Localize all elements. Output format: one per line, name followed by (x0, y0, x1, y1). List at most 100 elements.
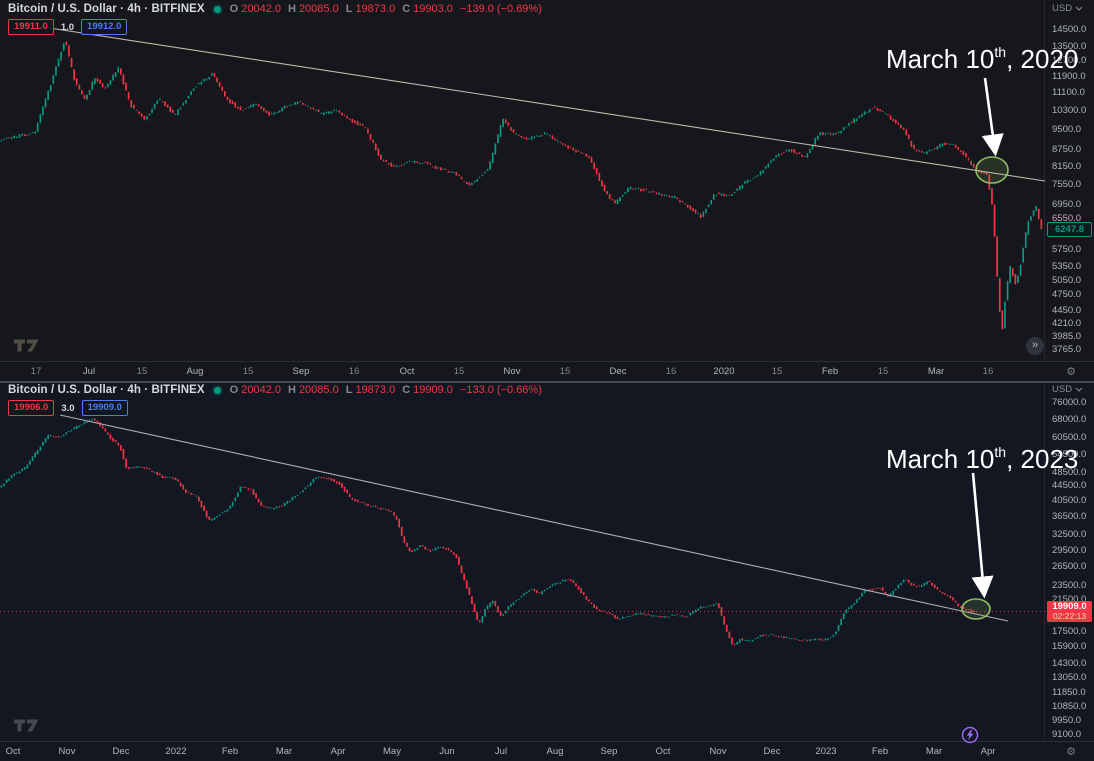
close-value: 19903.0 (413, 3, 453, 15)
time-tick-label: Mar (927, 366, 945, 377)
change-value: −139.0 (−0.69%) (459, 3, 542, 15)
symbol-title[interactable]: Bitcoin / U.S. Dollar · 4h · BITFINEX (8, 384, 205, 396)
price-tick-label: 5050.0 (1052, 274, 1082, 286)
time-tick-label: Aug (546, 746, 564, 757)
close-value: 19909.0 (413, 384, 453, 396)
symbol-title[interactable]: Bitcoin / U.S. Dollar · 4h · BITFINEX (8, 3, 205, 15)
market-open-icon[interactable] (213, 5, 221, 13)
price-tick-label: 6950.0 (1052, 198, 1082, 210)
price-tick-label: 9500.0 (1052, 124, 1082, 136)
price-tick-label: 7550.0 (1052, 178, 1082, 190)
drawing-price-label-high[interactable]: 19912.0 (81, 19, 128, 35)
low-label: L (345, 3, 353, 15)
time-tick-label: Dec (112, 746, 130, 757)
drawing-price-label-low[interactable]: 19906.0 (8, 400, 55, 416)
price-tick-label: 8750.0 (1052, 143, 1082, 155)
time-tick-label: Apr (330, 746, 346, 757)
bar-countdown: 02:22:13 (1052, 610, 1087, 621)
time-tick-label: 16 (348, 366, 360, 377)
time-tick-label: Nov (709, 746, 727, 757)
annotation-march-10-2023: March 10th, 2023 (886, 444, 1079, 474)
time-tick-label: Nov (503, 366, 521, 377)
time-tick-label: 16 (982, 366, 994, 377)
price-tick-label: 3985.0 (1052, 330, 1082, 342)
change-value: −133.0 (−0.66%) (459, 384, 542, 396)
high-label: H (287, 384, 296, 396)
time-tick-label: Mar (925, 746, 943, 757)
price-tick-label: 5750.0 (1052, 243, 1082, 255)
settings-gear-icon[interactable]: ⚙ (1066, 366, 1076, 378)
price-tick-label: 4750.0 (1052, 289, 1082, 301)
price-tick-label: 68000.0 (1052, 413, 1087, 425)
time-tick-label: 15 (559, 366, 571, 377)
time-tick-label: 2022 (165, 746, 187, 757)
price-axis[interactable]: USD 76000.0 68000.0 60500.0 54500.0 48500.0 4… (1044, 381, 1094, 742)
chevron-down-icon (1075, 6, 1083, 11)
time-tick-label: Dec (609, 366, 627, 377)
time-tick-label: Feb (821, 366, 839, 377)
low-value: 19873.0 (355, 3, 396, 15)
drawing-price-label-high[interactable]: 19909.0 (81, 400, 128, 416)
time-tick-label: 17 (30, 366, 42, 377)
time-tick-label: 15 (771, 366, 783, 377)
chevron-down-icon (1075, 387, 1083, 392)
price-tick-label: 14500.0 (1052, 23, 1087, 35)
lightning-event-icon[interactable] (961, 726, 979, 749)
price-tick-label: 9950.0 (1052, 714, 1082, 726)
high-value: 20085.0 (298, 384, 339, 396)
currency-selector[interactable]: USD (1052, 3, 1083, 14)
drawing-price-label-low[interactable]: 19911.0 (8, 19, 54, 35)
high-value: 20085.0 (298, 3, 339, 15)
price-tick-label: 36500.0 (1052, 511, 1087, 523)
currency-label: USD (1052, 3, 1073, 14)
currency-selector[interactable]: USD (1052, 384, 1083, 395)
market-open-icon[interactable] (213, 386, 221, 394)
panel-divider[interactable] (0, 381, 1094, 383)
low-label: L (345, 384, 353, 396)
price-tick-label: 14300.0 (1052, 657, 1087, 669)
low-value: 19873.0 (355, 384, 396, 396)
settings-gear-icon[interactable]: ⚙ (1066, 746, 1076, 758)
time-tick-label: 15 (453, 366, 465, 377)
open-value: 20042.0 (241, 3, 281, 15)
tradingview-logo[interactable] (14, 718, 40, 738)
tradingview-logo[interactable] (14, 338, 40, 358)
time-tick-label: Oct (399, 366, 415, 377)
high-label: H (287, 3, 296, 15)
time-tick-label: Jun (439, 746, 455, 757)
time-tick-label: 15 (877, 366, 889, 377)
price-chart-2020[interactable] (0, 0, 1046, 362)
price-tick-label: 8150.0 (1052, 160, 1082, 172)
price-tick-label: 15900.0 (1052, 641, 1087, 653)
price-tick-label: 13500.0 (1052, 40, 1087, 52)
time-tick-label: 2020 (713, 366, 735, 377)
price-axis[interactable]: USD 14500.0 13500.0 12700.0 11900.0 11100.0 1… (1044, 0, 1094, 362)
last-price-badge: 19909.0 02:22:13 (1047, 601, 1092, 623)
annotation-march-10-2020: March 10th, 2020 (886, 44, 1079, 74)
scroll-to-latest-button[interactable]: » (1026, 337, 1044, 355)
last-price-badge: 6247.8 (1047, 221, 1092, 237)
price-tick-label: 6550.0 (1052, 212, 1082, 224)
price-tick-label: 11100.0 (1052, 87, 1085, 99)
ohlc-readout: O 20042.0 H 20085.0 L 19873.0 C 19909.0 −133… (230, 384, 546, 396)
time-tick-label: Feb (221, 746, 239, 757)
time-tick-label: 16 (665, 366, 677, 377)
price-tick-label: 54500.0 (1052, 448, 1087, 460)
time-tick-label: 15 (136, 366, 148, 377)
price-tick-label: 17500.0 (1052, 626, 1087, 638)
price-chart-2023[interactable] (0, 381, 1046, 742)
price-tick-label: 23500.0 (1052, 580, 1087, 592)
price-tick-label: 40500.0 (1052, 495, 1087, 506)
time-axis[interactable]: ⚙ Oct Nov Dec 2022 Feb Mar Apr May Jun Jul Aug Sep O… (0, 741, 1094, 761)
time-tick-label: 15 (242, 366, 254, 377)
time-axis[interactable]: ⚙ 17 Jul 15 Aug 15 Sep 16 Oct 15 Nov 15 Dec 16 2020 15… (0, 361, 1094, 381)
price-tick-label: 44500.0 (1052, 480, 1087, 492)
drawing-price-labels: 19911.0 1.0 19912.0 (8, 19, 128, 35)
time-tick-label: Oct (655, 746, 671, 757)
price-tick-label: 29500.0 (1052, 544, 1087, 556)
time-tick-label: Oct (5, 746, 21, 757)
